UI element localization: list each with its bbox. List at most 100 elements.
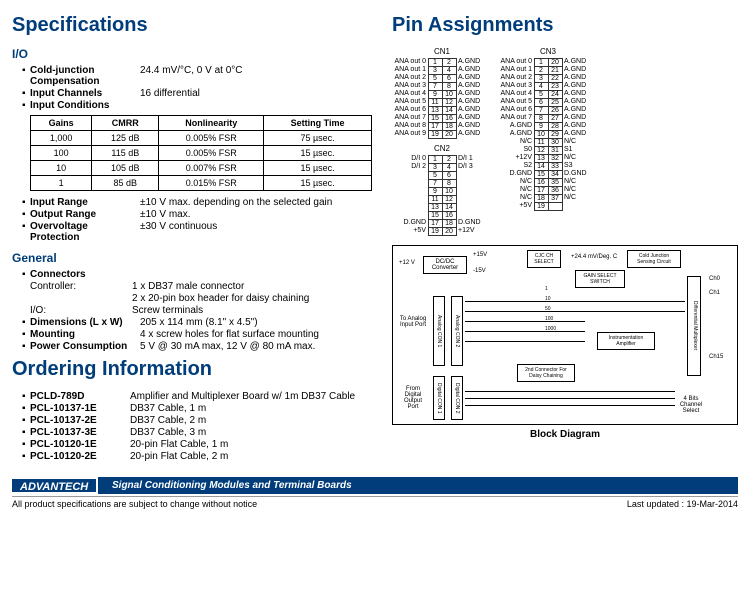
pin-cell: A.GND (456, 114, 492, 122)
heading-ordering: Ordering Information (12, 358, 372, 381)
pin-cell (392, 179, 428, 187)
footer-date: Last updated : 19-Mar-2014 (627, 499, 738, 509)
pin-cell: N/C (562, 138, 598, 146)
pin-cell (392, 195, 428, 203)
ordering-item: ▪PCL-10120-2E20-pin Flat Cable, 2 m (12, 451, 372, 462)
pin-cell (456, 203, 492, 211)
pin-cell: A.GND (562, 74, 598, 82)
pin-cell: N/C (498, 186, 534, 194)
pin-cell: A.GND (562, 106, 598, 114)
pin-cell: S0 (498, 146, 534, 154)
footer: ADVANTECH Signal Conditioning Modules an… (12, 477, 738, 509)
pin-cell: D/I 1 (456, 155, 492, 163)
pin-cell: ANA out 2 (392, 74, 428, 82)
left-column: Specifications I/O ▪Cold-junction Compen… (12, 8, 372, 463)
pin-cell: A.GND (498, 130, 534, 138)
pin-cell: ANA out 9 (392, 130, 428, 138)
heading-pins: Pin Assignments (392, 14, 738, 37)
pin-cell: D.GND (392, 219, 428, 227)
pin-cell: N/C (562, 194, 598, 202)
pin-cell: N/C (562, 154, 598, 162)
ordering-item: ▪PCL-10137-3EDB37 Cable, 3 m (12, 427, 372, 438)
pin-cell: N/C (562, 186, 598, 194)
conditions-table: GainsCMRRNonlinearitySetting Time 1,0001… (30, 115, 372, 191)
pin-cell: A.GND (562, 58, 598, 66)
pin-cell (456, 211, 492, 219)
pin-cell: D/I 3 (456, 163, 492, 171)
block-diagram-title: Block Diagram (392, 429, 738, 440)
pin-cell (392, 187, 428, 195)
pin-cell (456, 195, 492, 203)
pin-cell: D.GND (562, 170, 598, 178)
pin-cell: ANA out 0 (392, 58, 428, 66)
pin-cell: A.GND (562, 98, 598, 106)
pin-cell: A.GND (456, 74, 492, 82)
table-row: 100115 dB0.005% FSR15 µsec. (31, 146, 372, 161)
footer-note: All product specifications are subject t… (12, 499, 257, 509)
pin-cell (392, 211, 428, 219)
pin-cell (392, 171, 428, 179)
pin-cell: D/I 0 (392, 155, 428, 163)
pin-cell: +12V (498, 154, 534, 162)
pin-cell: D.GND (498, 170, 534, 178)
pin-cell (392, 203, 428, 211)
pin-cell: S2 (498, 162, 534, 170)
pin-cell (456, 171, 492, 179)
pin-cell: ANA out 4 (392, 90, 428, 98)
pin-cell: A.GND (562, 130, 598, 138)
pin-cell: ANA out 6 (498, 106, 534, 114)
pin-cell: N/C (498, 194, 534, 202)
pinout-area: CN1ANA out 012A.GNDANA out 134A.GNDANA o… (392, 47, 738, 235)
pin-cell: ANA out 7 (392, 114, 428, 122)
pin-cell: A.GND (456, 58, 492, 66)
pin-cell: A.GND (562, 122, 598, 130)
pin-cell: ANA out 4 (498, 90, 534, 98)
pin-cell: S1 (562, 146, 598, 154)
pin-cell: S3 (562, 162, 598, 170)
pin-cell: A.GND (456, 106, 492, 114)
pin-cell: N/C (562, 178, 598, 186)
pin-cell: A.GND (456, 90, 492, 98)
pin-cell: 19 (534, 202, 549, 211)
pin-cell: A.GND (562, 82, 598, 90)
logo: ADVANTECH (12, 477, 98, 494)
table-header: Nonlinearity (159, 116, 264, 131)
pin-cell: 19 (428, 227, 443, 236)
heading-specs: Specifications (12, 14, 372, 37)
pin-cell: A.GND (498, 122, 534, 130)
heading-io: I/O (12, 47, 372, 61)
pin-cell: ANA out 6 (392, 106, 428, 114)
pin-cell: ANA out 1 (498, 66, 534, 74)
table-header: CMRR (92, 116, 159, 131)
pin-cell: N/C (498, 178, 534, 186)
pin-cell (562, 202, 598, 210)
pin-cell: ANA out 5 (392, 98, 428, 106)
table-header: Gains (31, 116, 92, 131)
pin-cell: ANA out 1 (392, 66, 428, 74)
heading-general: General (12, 251, 372, 265)
ordering-item: ▪PCL-10137-2EDB37 Cable, 2 m (12, 415, 372, 426)
table-header: Setting Time (264, 116, 372, 131)
pin-cell (548, 202, 563, 211)
table-row: 185 dB0.015% FSR15 µsec. (31, 176, 372, 191)
pin-cell: D.GND (456, 219, 492, 227)
table-row: 10105 dB0.007% FSR15 µsec. (31, 161, 372, 176)
pin-cell: 19 (428, 130, 443, 139)
right-column: Pin Assignments CN1ANA out 012A.GNDANA o… (392, 8, 738, 463)
ordering-item: ▪PCL-10137-1EDB37 Cable, 1 m (12, 403, 372, 414)
footer-bar: ADVANTECH Signal Conditioning Modules an… (12, 477, 738, 494)
pin-cell (456, 187, 492, 195)
pin-cell: ANA out 8 (392, 122, 428, 130)
pin-cell: A.GND (562, 114, 598, 122)
pin-cell: A.GND (562, 90, 598, 98)
pin-cell: D/I 2 (392, 163, 428, 171)
block-diagram: DC/DC Converter +12 V +15V -15V CJC CH S… (392, 245, 738, 425)
pin-cell: A.GND (562, 66, 598, 74)
pin-cell: A.GND (456, 82, 492, 90)
pin-cell: A.GND (456, 130, 492, 138)
pin-cell: ANA out 3 (392, 82, 428, 90)
pin-cell: 20 (442, 227, 457, 236)
pin-cell: +5V (392, 227, 428, 235)
pin-cell: ANA out 3 (498, 82, 534, 90)
pin-cell: 20 (442, 130, 457, 139)
